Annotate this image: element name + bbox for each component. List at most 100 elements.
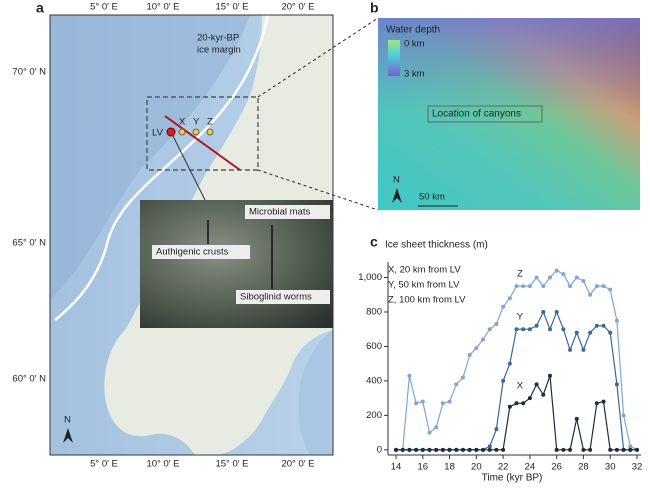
- series-point: [514, 401, 519, 406]
- series-point: [507, 361, 512, 366]
- series-point: [400, 447, 405, 452]
- series-point: [407, 447, 412, 452]
- series-point: [541, 392, 546, 397]
- series-point: [608, 447, 613, 452]
- series-point: [434, 447, 439, 452]
- series-point: [494, 322, 499, 327]
- series-point: [614, 382, 619, 387]
- legend-tick: 0 km: [404, 39, 425, 50]
- series-point: [474, 447, 479, 452]
- scale-label: 50 km: [419, 192, 445, 203]
- y-tick-label: 0: [377, 444, 382, 455]
- series-point: [501, 447, 506, 452]
- photo-leader: [171, 133, 206, 201]
- series-point: [547, 275, 552, 280]
- series-point: [588, 330, 593, 335]
- north-arrow: [63, 428, 73, 443]
- series-point: [501, 304, 506, 309]
- site-label: X: [179, 117, 186, 128]
- x-tick-label: 32: [632, 462, 643, 473]
- series-point: [481, 447, 486, 452]
- map-a: LV X Y Z 20-kyr-BP ice margin Microbial …: [49, 14, 379, 456]
- series-point: [527, 327, 532, 332]
- series-point: [614, 318, 619, 323]
- series-point: [407, 373, 412, 378]
- series-point: [594, 401, 599, 406]
- series-point: [420, 399, 425, 404]
- series-point: [467, 447, 472, 452]
- shelf: [50, 15, 250, 300]
- series-point: [420, 447, 425, 452]
- lat-label: 60° 0′ N: [12, 374, 46, 385]
- annotation-box: [427, 105, 543, 123]
- series-point: [554, 268, 559, 273]
- series-point: [541, 309, 546, 314]
- y-tick-label: 1,000: [358, 272, 382, 283]
- series-point: [574, 275, 579, 280]
- lon-label: 15° 0′ E: [215, 459, 248, 470]
- series-point: [474, 346, 479, 351]
- inset-box: [146, 96, 259, 171]
- site-x: [178, 128, 186, 136]
- photo-label-box: [236, 290, 330, 304]
- baltic: [298, 330, 333, 455]
- canyon-line: [164, 115, 241, 171]
- series-point: [581, 447, 586, 452]
- annotation: Y, 50 km from LV: [388, 280, 460, 291]
- lon-label: 10° 0′ E: [146, 459, 179, 470]
- series-point: [614, 447, 619, 452]
- series-point: [634, 447, 639, 452]
- series-point: [547, 327, 552, 332]
- lon-label: 5° 0′ E: [90, 2, 118, 13]
- site-label: LV: [152, 128, 164, 139]
- series-point: [394, 447, 399, 452]
- series-point: [501, 378, 506, 383]
- legend-tick: 3 km: [404, 69, 425, 80]
- series-point: [460, 375, 465, 380]
- series-point: [467, 353, 472, 358]
- series-point: [494, 447, 499, 452]
- series-point: [534, 382, 539, 387]
- series-point: [574, 416, 579, 421]
- photo-label-box: [245, 205, 330, 219]
- y-tick-label: 600: [366, 341, 382, 352]
- series-point: [487, 444, 492, 449]
- series-point: [534, 323, 539, 328]
- series-point: [494, 427, 499, 432]
- series-point: [447, 399, 452, 404]
- x-tick-label: 30: [605, 462, 616, 473]
- series-point: [440, 447, 445, 452]
- series-point: [434, 425, 439, 430]
- panel-letter: a: [36, 0, 44, 16]
- series-point: [514, 327, 519, 332]
- series-point: [507, 296, 512, 301]
- series-point: [514, 284, 519, 289]
- series-point: [601, 399, 606, 404]
- chart-title: Ice sheet thickness (m): [385, 240, 488, 251]
- series-point: [568, 284, 573, 289]
- lat-label: 70° 0′ N: [12, 67, 46, 78]
- series-point: [561, 447, 566, 452]
- site-label: Z: [207, 117, 213, 128]
- series-point: [568, 347, 573, 352]
- x-tick-label: 26: [551, 462, 562, 473]
- series-point: [427, 430, 432, 435]
- series-point: [414, 401, 419, 406]
- series-point: [454, 382, 459, 387]
- site-y: [192, 128, 200, 136]
- series-point: [601, 284, 606, 289]
- series-point: [521, 284, 526, 289]
- ice-margin-label: ice margin: [197, 45, 241, 56]
- series-point: [554, 309, 559, 314]
- series-label: X: [517, 381, 524, 392]
- panel-letter: b: [370, 0, 379, 16]
- series-point: [621, 447, 626, 452]
- north-label: N: [64, 415, 71, 426]
- map-frame: [49, 14, 334, 456]
- series-point: [588, 292, 593, 297]
- x-tick-label: 24: [525, 462, 536, 473]
- x-tick-label: 28: [578, 462, 589, 473]
- x-tick-label: 14: [391, 462, 402, 473]
- series-point: [521, 401, 526, 406]
